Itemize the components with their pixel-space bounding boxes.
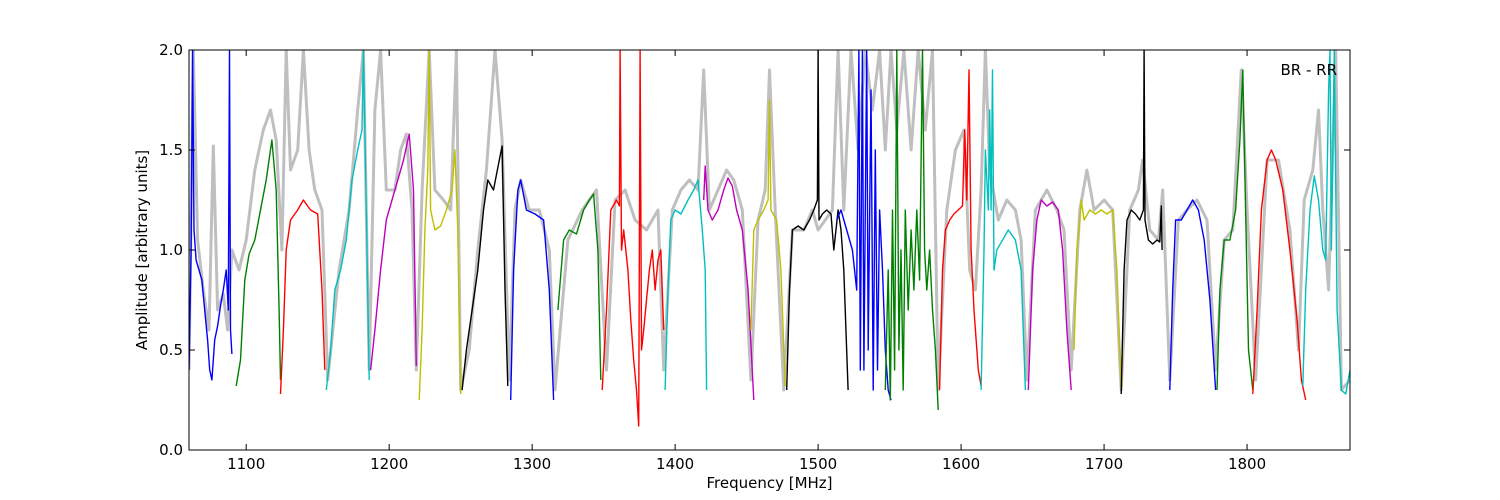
x-tick-label: 1500 xyxy=(799,455,837,473)
series-line-18 xyxy=(980,69,1027,391)
series-line-16 xyxy=(884,50,939,411)
series-line-19 xyxy=(1027,199,1072,391)
y-tick-label: 0.0 xyxy=(159,441,183,459)
series-line-9 xyxy=(557,193,602,381)
x-tick-label: 1400 xyxy=(656,455,694,473)
x-tick-label: 1700 xyxy=(1085,455,1123,473)
y-tick-label: 0.5 xyxy=(159,341,183,359)
series-line-11 xyxy=(664,179,708,391)
x-tick-label: 1600 xyxy=(942,455,980,473)
series-line-2 xyxy=(235,139,282,387)
x-axis-label: Frequency [MHz] xyxy=(706,474,832,492)
series-line-5 xyxy=(369,133,417,371)
series-line-1 xyxy=(189,50,233,381)
y-tick-label: 1.5 xyxy=(159,141,183,159)
series-line-22 xyxy=(1169,199,1217,391)
x-tick-label: 1800 xyxy=(1228,455,1266,473)
x-tick-label: 1100 xyxy=(227,455,265,473)
y-axis-label: Amplitude [arbitrary units] xyxy=(133,150,151,350)
series-line-3 xyxy=(279,199,326,395)
series-line-17 xyxy=(938,69,982,391)
x-tick-label: 1200 xyxy=(370,455,408,473)
y-tick-label: 1.0 xyxy=(159,241,183,259)
series-line-20 xyxy=(1073,199,1122,391)
y-tick-label: 2.0 xyxy=(159,41,183,59)
chart-annotation: BR - RR xyxy=(1280,61,1337,79)
series-line-4 xyxy=(325,50,370,391)
series-line-6 xyxy=(418,50,462,401)
x-tick-label: 1300 xyxy=(513,455,551,473)
series-line-25 xyxy=(1302,50,1350,395)
series-line-23 xyxy=(1216,69,1254,391)
series-line-12 xyxy=(703,165,755,401)
series-line-7 xyxy=(461,145,509,391)
series-line-21 xyxy=(1120,50,1163,395)
series-line-13 xyxy=(750,99,786,387)
series-line-15 xyxy=(836,50,892,401)
axis-ticks: 1100 1200 1300 1400 1500 1600 1700 1800 0.0 0.5 1.… xyxy=(159,41,1350,473)
series-group xyxy=(189,50,1350,427)
series-line-8 xyxy=(510,179,555,401)
series-line-14 xyxy=(786,50,849,391)
series-line-24 xyxy=(1252,149,1307,401)
series-line-10 xyxy=(601,50,665,427)
